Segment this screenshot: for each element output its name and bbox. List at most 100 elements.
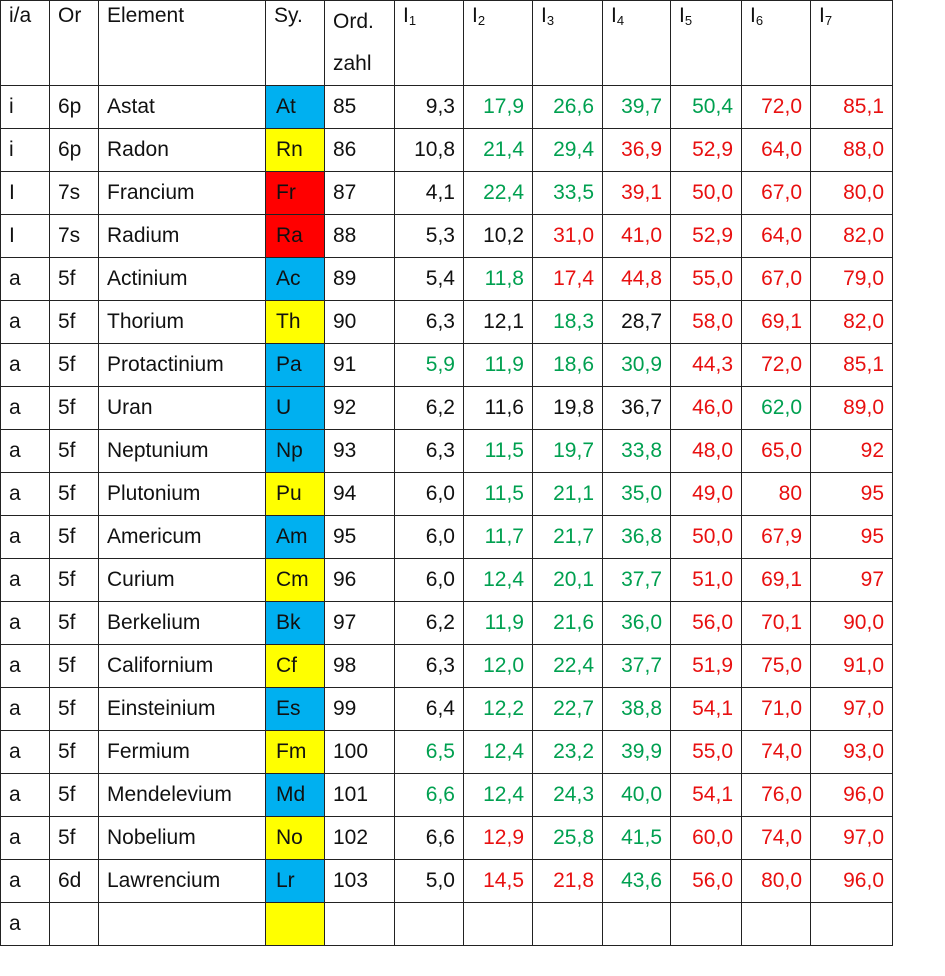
cell-ionization-i2: 12,0 [463,644,533,688]
cell-atomic-number: 95 [324,515,395,559]
cell-orbital: 6d [49,859,99,903]
cell-ionization-i7: 96,0 [810,773,893,817]
cell-ia: a [0,472,50,516]
cell-ionization-i4: 36,7 [602,386,671,430]
header-i5: I5 [670,0,742,86]
cell-orbital: 5f [49,773,99,817]
cell-ionization-i4: 40,0 [602,773,671,817]
table-row: a 5f Protactinium Pa 91 5,9 11,9 18,6 30,9 44,3 72… [0,343,893,387]
cell-orbital: 5f [49,386,99,430]
cell-ionization-i1: 6,4 [394,687,464,731]
cell-ionization-i4: 41,5 [602,816,671,860]
cell-ionization-i7: 88,0 [810,128,893,172]
cell-ionization-i7: 79,0 [810,257,893,301]
table-row: a 5f Actinium Ac 89 5,4 11,8 17,4 44,8 55,0 67,0 79… [0,257,893,301]
cell-orbital: 5f [49,730,99,774]
cell-ionization-i3: 19,8 [532,386,603,430]
cell-element-name: Lawrencium [98,859,266,903]
cell-symbol: U [265,386,325,430]
cell-symbol: Fm [265,730,325,774]
cell-ionization-i7 [810,902,893,946]
cell-atomic-number: 92 [324,386,395,430]
cell-ionization-i4: 39,7 [602,85,671,129]
cell-ionization-i5: 44,3 [670,343,742,387]
cell-ionization-i4: 43,6 [602,859,671,903]
cell-ionization-i4: 35,0 [602,472,671,516]
cell-ionization-i4: 30,9 [602,343,671,387]
cell-orbital: 5f [49,429,99,473]
cell-element-name: Mendelevium [98,773,266,817]
header-i-sub: 1 [408,13,417,28]
cell-ionization-i6: 70,1 [741,601,811,645]
cell-ia: I [0,171,50,215]
cell-ionization-i7: 80,0 [810,171,893,215]
cell-ionization-i3: 33,5 [532,171,603,215]
header-element: Element [98,0,266,86]
cell-ionization-i2: 12,9 [463,816,533,860]
cell-ionization-i4: 37,7 [602,558,671,602]
cell-ionization-i3: 19,7 [532,429,603,473]
cell-atomic-number: 91 [324,343,395,387]
cell-ionization-i6: 74,0 [741,730,811,774]
cell-ia: a [0,601,50,645]
cell-orbital: 5f [49,343,99,387]
table-body: i 6p Astat At 85 9,3 17,9 26,6 39,7 50,4 72,0 85,1 i… [0,85,893,946]
cell-ionization-i1: 6,0 [394,472,464,516]
cell-ionization-i1: 6,0 [394,515,464,559]
cell-ionization-i1: 6,2 [394,601,464,645]
header-i-letter: I [472,4,478,27]
cell-ionization-i5: 52,9 [670,214,742,258]
cell-ionization-i2: 12,4 [463,773,533,817]
cell-ionization-i3: 22,4 [532,644,603,688]
cell-ionization-i2: 11,7 [463,515,533,559]
cell-ionization-i5: 52,9 [670,128,742,172]
cell-ionization-i1: 6,3 [394,644,464,688]
cell-element-name: Astat [98,85,266,129]
cell-ionization-i2: 21,4 [463,128,533,172]
cell-ionization-i6: 64,0 [741,128,811,172]
cell-ionization-i1: 5,9 [394,343,464,387]
header-ord-line2: zahl [333,52,372,75]
cell-symbol: Cf [265,644,325,688]
cell-symbol: No [265,816,325,860]
cell-ionization-i7: 97,0 [810,687,893,731]
cell-ionization-i4: 41,0 [602,214,671,258]
cell-ionization-i1: 10,8 [394,128,464,172]
cell-ionization-i3: 22,7 [532,687,603,731]
cell-orbital: 5f [49,687,99,731]
cell-ionization-i5: 54,1 [670,773,742,817]
cell-atomic-number: 93 [324,429,395,473]
cell-ionization-i4: 36,0 [602,601,671,645]
cell-atomic-number: 96 [324,558,395,602]
cell-ionization-i3: 17,4 [532,257,603,301]
header-i-sub: 2 [477,13,486,28]
table-row: a 5f Neptunium Np 93 6,3 11,5 19,7 33,8 48,0 65,0 9… [0,429,893,473]
cell-ionization-i6: 75,0 [741,644,811,688]
cell-ionization-i6: 62,0 [741,386,811,430]
header-i1: I1 [394,0,464,86]
header-i-letter: I [750,4,756,27]
cell-atomic-number: 88 [324,214,395,258]
cell-orbital: 5f [49,300,99,344]
cell-ionization-i5: 51,9 [670,644,742,688]
table-row: I 7s Francium Fr 87 4,1 22,4 33,5 39,1 50,0 67,0 80… [0,171,893,215]
header-i2: I2 [463,0,533,86]
cell-ionization-i4: 39,9 [602,730,671,774]
cell-ionization-i6: 72,0 [741,85,811,129]
table-row: a [0,902,893,946]
cell-symbol: Es [265,687,325,731]
cell-ionization-i1: 5,4 [394,257,464,301]
cell-ionization-i6: 69,1 [741,558,811,602]
cell-ionization-i3: 20,1 [532,558,603,602]
header-i6: I6 [741,0,811,86]
cell-symbol: Lr [265,859,325,903]
cell-atomic-number: 101 [324,773,395,817]
cell-ionization-i3 [532,902,603,946]
header-or: Or [49,0,99,86]
cell-ionization-i3: 18,3 [532,300,603,344]
header-i-letter: I [611,4,617,27]
cell-symbol: Ac [265,257,325,301]
table-row: a 5f Fermium Fm 100 6,5 12,4 23,2 39,9 55,0 74,0 93… [0,730,893,774]
cell-symbol: Th [265,300,325,344]
table-row: i 6p Radon Rn 86 10,8 21,4 29,4 36,9 52,9 64,0 88,0 [0,128,893,172]
